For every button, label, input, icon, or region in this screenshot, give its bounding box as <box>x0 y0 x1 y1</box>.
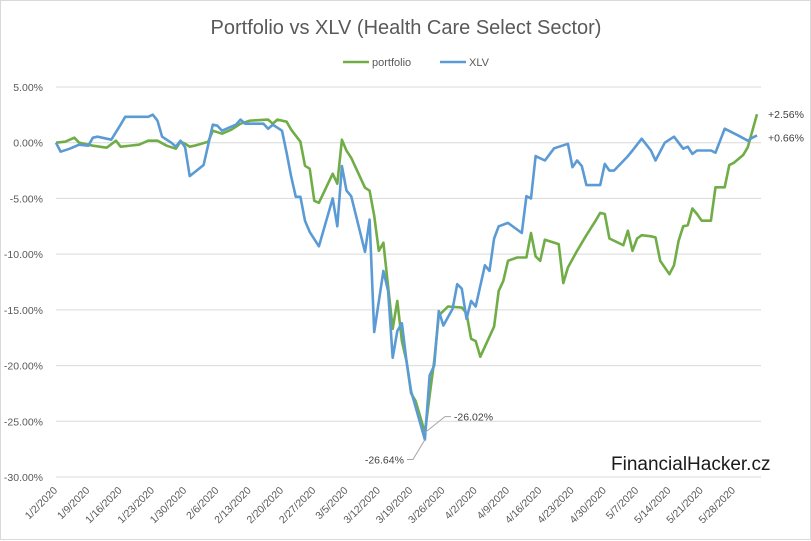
y-tick-label: 5.00% <box>13 82 43 94</box>
leader-line <box>424 416 451 434</box>
y-tick-label: -30.00% <box>4 472 43 484</box>
series-line-xlv <box>54 113 758 441</box>
y-axis: 5.00% 0.00% -5.00% -10.00% -15.00% -20.00% -25… <box>4 82 43 484</box>
y-tick-label: -10.00% <box>4 249 43 261</box>
x-tick-label: 1/2/2020 <box>23 485 60 522</box>
series-line-portfolio <box>55 113 759 435</box>
y-tick-label: -25.00% <box>4 416 43 428</box>
y-tick-label: -15.00% <box>4 305 43 317</box>
annotations: +2.56% +0.66% -26.02% -26.64% <box>365 109 804 466</box>
leader-line <box>406 439 426 461</box>
annotation-xlv-min: -26.64% <box>365 455 404 467</box>
watermark: FinancialHacker.cz <box>611 454 770 475</box>
chart-title: Portfolio vs XLV (Health Care Select Sec… <box>211 17 602 39</box>
gridlines <box>56 86 761 478</box>
x-axis: 1/2/20201/9/20201/16/20201/23/20201/30/2… <box>23 485 738 527</box>
annotation-portfolio-final: +2.56% <box>768 109 804 121</box>
y-tick-label: -5.00% <box>10 193 43 205</box>
legend-label-xlv: XLV <box>469 57 490 69</box>
x-tick-label: 4/2/2020 <box>442 485 479 522</box>
legend-label-portfolio: portfolio <box>372 57 411 69</box>
series-group <box>54 113 759 441</box>
annotation-portfolio-min: -26.02% <box>454 412 493 424</box>
annotation-xlv-final: +0.66% <box>768 132 804 144</box>
legend: portfolio XLV <box>343 57 490 69</box>
y-tick-label: -20.00% <box>4 361 43 373</box>
y-tick-label: 0.00% <box>13 138 43 150</box>
